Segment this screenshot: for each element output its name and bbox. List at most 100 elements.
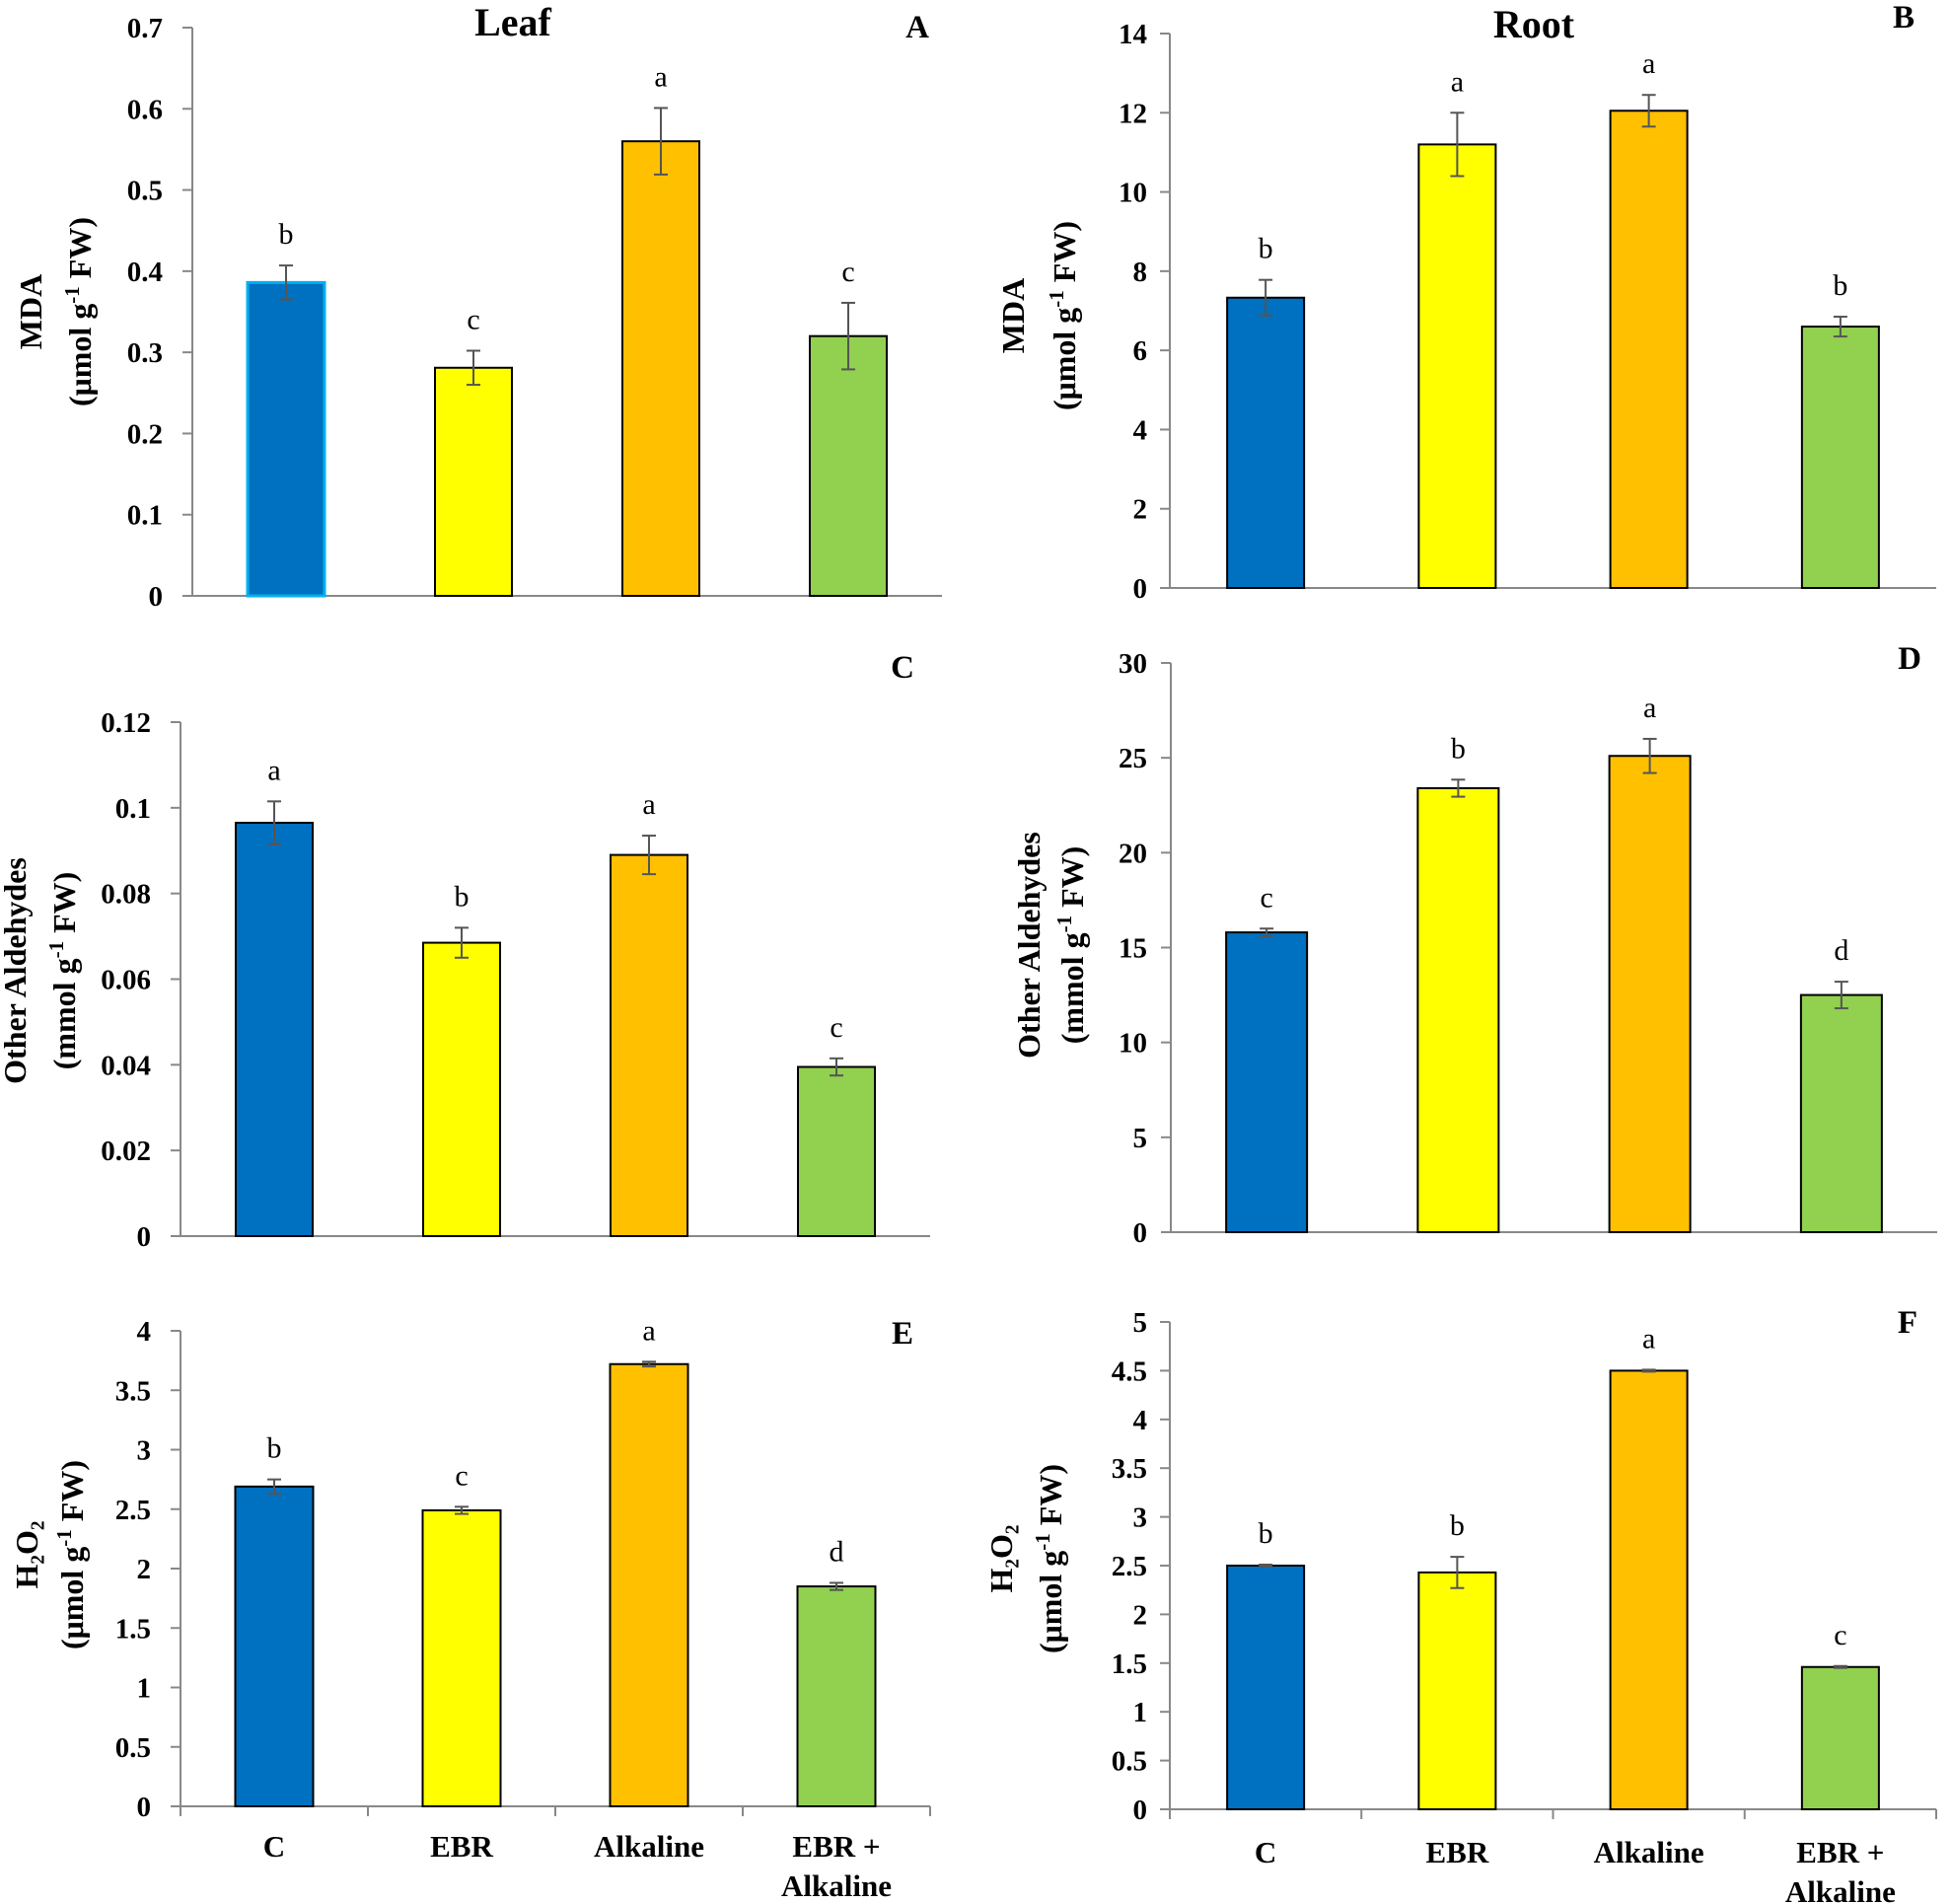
y-tick-label: 0 <box>137 1221 152 1253</box>
significance-letter: a <box>267 754 280 786</box>
bar-ebr <box>421 1508 502 1807</box>
y-tick-label: 0 <box>1133 573 1148 605</box>
significance-letter: c <box>467 303 479 335</box>
bar-ebr-alkaline <box>797 1065 876 1237</box>
panel-letter: B <box>1893 0 1915 36</box>
y-tick-label: 3 <box>1133 1502 1148 1534</box>
y-axis-unit-end: FW) <box>62 217 98 286</box>
y-tick-label: 0.7 <box>127 13 163 44</box>
y-tick-label: 10 <box>1119 178 1147 209</box>
error-bar-ebr-alkaline <box>841 301 855 371</box>
y-tick-label: 2.5 <box>115 1495 151 1526</box>
y-tick-label: 2 <box>1133 494 1148 526</box>
error-bar-c <box>267 1478 281 1496</box>
significance-letter: c <box>830 1011 842 1044</box>
y-axis-unit-end: FW) <box>46 872 82 941</box>
significance-letter: a <box>1642 1322 1655 1355</box>
y-tick-label: 0.02 <box>101 1135 151 1167</box>
significance-letter: b <box>1451 732 1466 765</box>
y-tick-label: 0 <box>149 581 164 613</box>
y-axis-unit: (mmol g <box>1054 932 1090 1044</box>
bar-ebr <box>1416 786 1500 1233</box>
y-axis-label-line2: (μmol g-1 FW) <box>52 1460 90 1649</box>
y-axis-label-line2: (μmol g-1 FW) <box>60 217 98 406</box>
y-axis-unit-end: FW) <box>54 1460 90 1529</box>
y-tick-label: 4 <box>1133 414 1148 446</box>
panel-letter: E <box>892 1316 913 1352</box>
bar-c <box>246 280 326 598</box>
y-axis-label-line2: (mmol g-1 FW) <box>1052 846 1090 1045</box>
y-tick-label: 0.04 <box>101 1050 151 1081</box>
panel-letter: A <box>905 10 929 45</box>
significance-letter: b <box>1259 233 1273 265</box>
y-axis-unit-end: FW) <box>1033 1464 1068 1533</box>
panel-title: Root <box>1493 2 1575 46</box>
y-axis-label-line1: Other Aldehydes <box>0 857 33 1084</box>
y-axis-unit: (μmol g <box>1047 308 1082 410</box>
error-bar-ebr <box>1450 111 1465 178</box>
panel-d: 0 5 10 15 20 25 30 c b a d D Other Aldehydes (mmol g-… <box>1011 641 1937 1249</box>
y-axis-unit-end: FW) <box>1054 846 1090 915</box>
y-axis-unit-superscript: -1 <box>1045 290 1068 308</box>
bar-alkaline <box>621 140 700 597</box>
bar-ebr-alkaline <box>809 334 888 597</box>
y-tick-label: 0.2 <box>127 418 163 450</box>
panel-f: 0 0.5 1 1.5 2 2.5 3 3.5 4 4.5 5 b Cb EBR a Alkaline c EBR… <box>983 1305 1937 1904</box>
panel-letter: D <box>1898 641 1921 677</box>
y-tick-label: 2.5 <box>1112 1551 1147 1582</box>
x-category-label: C <box>1255 1835 1276 1869</box>
x-category-label: Alkaline <box>781 1868 892 1903</box>
bar-c <box>1225 931 1309 1233</box>
y-tick-label: 20 <box>1119 838 1147 869</box>
bar-alkaline <box>1609 1369 1689 1811</box>
error-bar-alkaline <box>642 835 656 876</box>
y-tick-label: 25 <box>1119 743 1147 774</box>
y-tick-label: 10 <box>1119 1028 1147 1060</box>
y-tick-label: 1.5 <box>1112 1648 1147 1680</box>
bar-ebr-alkaline <box>1799 993 1883 1233</box>
error-bar-alkaline <box>1642 737 1657 774</box>
y-tick-label: 0.5 <box>115 1732 151 1764</box>
y-tick-label: 0.06 <box>101 965 151 996</box>
significance-letter: c <box>455 1459 468 1492</box>
y-axis-label-line1: Other Aldehydes <box>1011 832 1047 1059</box>
error-bar-alkaline <box>642 1360 656 1368</box>
significance-letter: b <box>455 880 470 913</box>
error-bar-ebr-alkaline <box>830 1581 843 1591</box>
bar-c <box>234 1485 315 1807</box>
y-tick-label: 0.4 <box>127 256 163 288</box>
y-axis-unit: (μmol g <box>54 1547 90 1649</box>
significance-letter: a <box>642 788 655 821</box>
y-tick-label: 0.1 <box>127 500 163 532</box>
y-axis-label-line1: H₂O₂ <box>983 1525 1019 1593</box>
y-axis-unit: (μmol g <box>62 304 98 406</box>
y-tick-label: 1 <box>137 1673 152 1705</box>
panel-e: 0 0.5 1 1.5 2 2.5 3 3.5 4 b Cc EBR a Alkaline d EBR + Al… <box>9 1314 931 1903</box>
y-tick-label: 0.5 <box>127 176 163 207</box>
y-axis-unit: (mmol g <box>46 958 82 1069</box>
y-tick-label: 12 <box>1119 98 1147 129</box>
y-axis-label-line1: MDA <box>995 278 1031 353</box>
significance-letter: b <box>1450 1509 1465 1542</box>
y-tick-label: 0.6 <box>127 94 163 125</box>
y-axis-unit-superscript: -1 <box>52 1529 76 1547</box>
error-bar-alkaline <box>1641 1368 1656 1373</box>
bar-ebr-alkaline <box>796 1585 877 1807</box>
x-category-label: EBR + <box>792 1829 880 1864</box>
bar-c <box>1226 296 1306 589</box>
y-axis-unit-superscript: -1 <box>1031 1533 1054 1551</box>
significance-letter: c <box>1260 881 1272 914</box>
significance-letter: b <box>267 1432 282 1465</box>
y-tick-label: 6 <box>1133 335 1148 367</box>
significance-letter: c <box>841 256 854 288</box>
bar-alkaline <box>1608 755 1692 1233</box>
y-tick-label: 3 <box>137 1435 152 1467</box>
bar-alkaline <box>1609 110 1689 590</box>
significance-letter: d <box>1834 934 1848 967</box>
error-bar-c <box>267 800 281 845</box>
y-tick-label: 0 <box>1133 1217 1148 1249</box>
y-tick-label: 2 <box>1133 1599 1148 1631</box>
significance-letter: a <box>654 60 667 93</box>
y-axis-label-line2: (μmol g-1 FW) <box>1045 221 1082 410</box>
